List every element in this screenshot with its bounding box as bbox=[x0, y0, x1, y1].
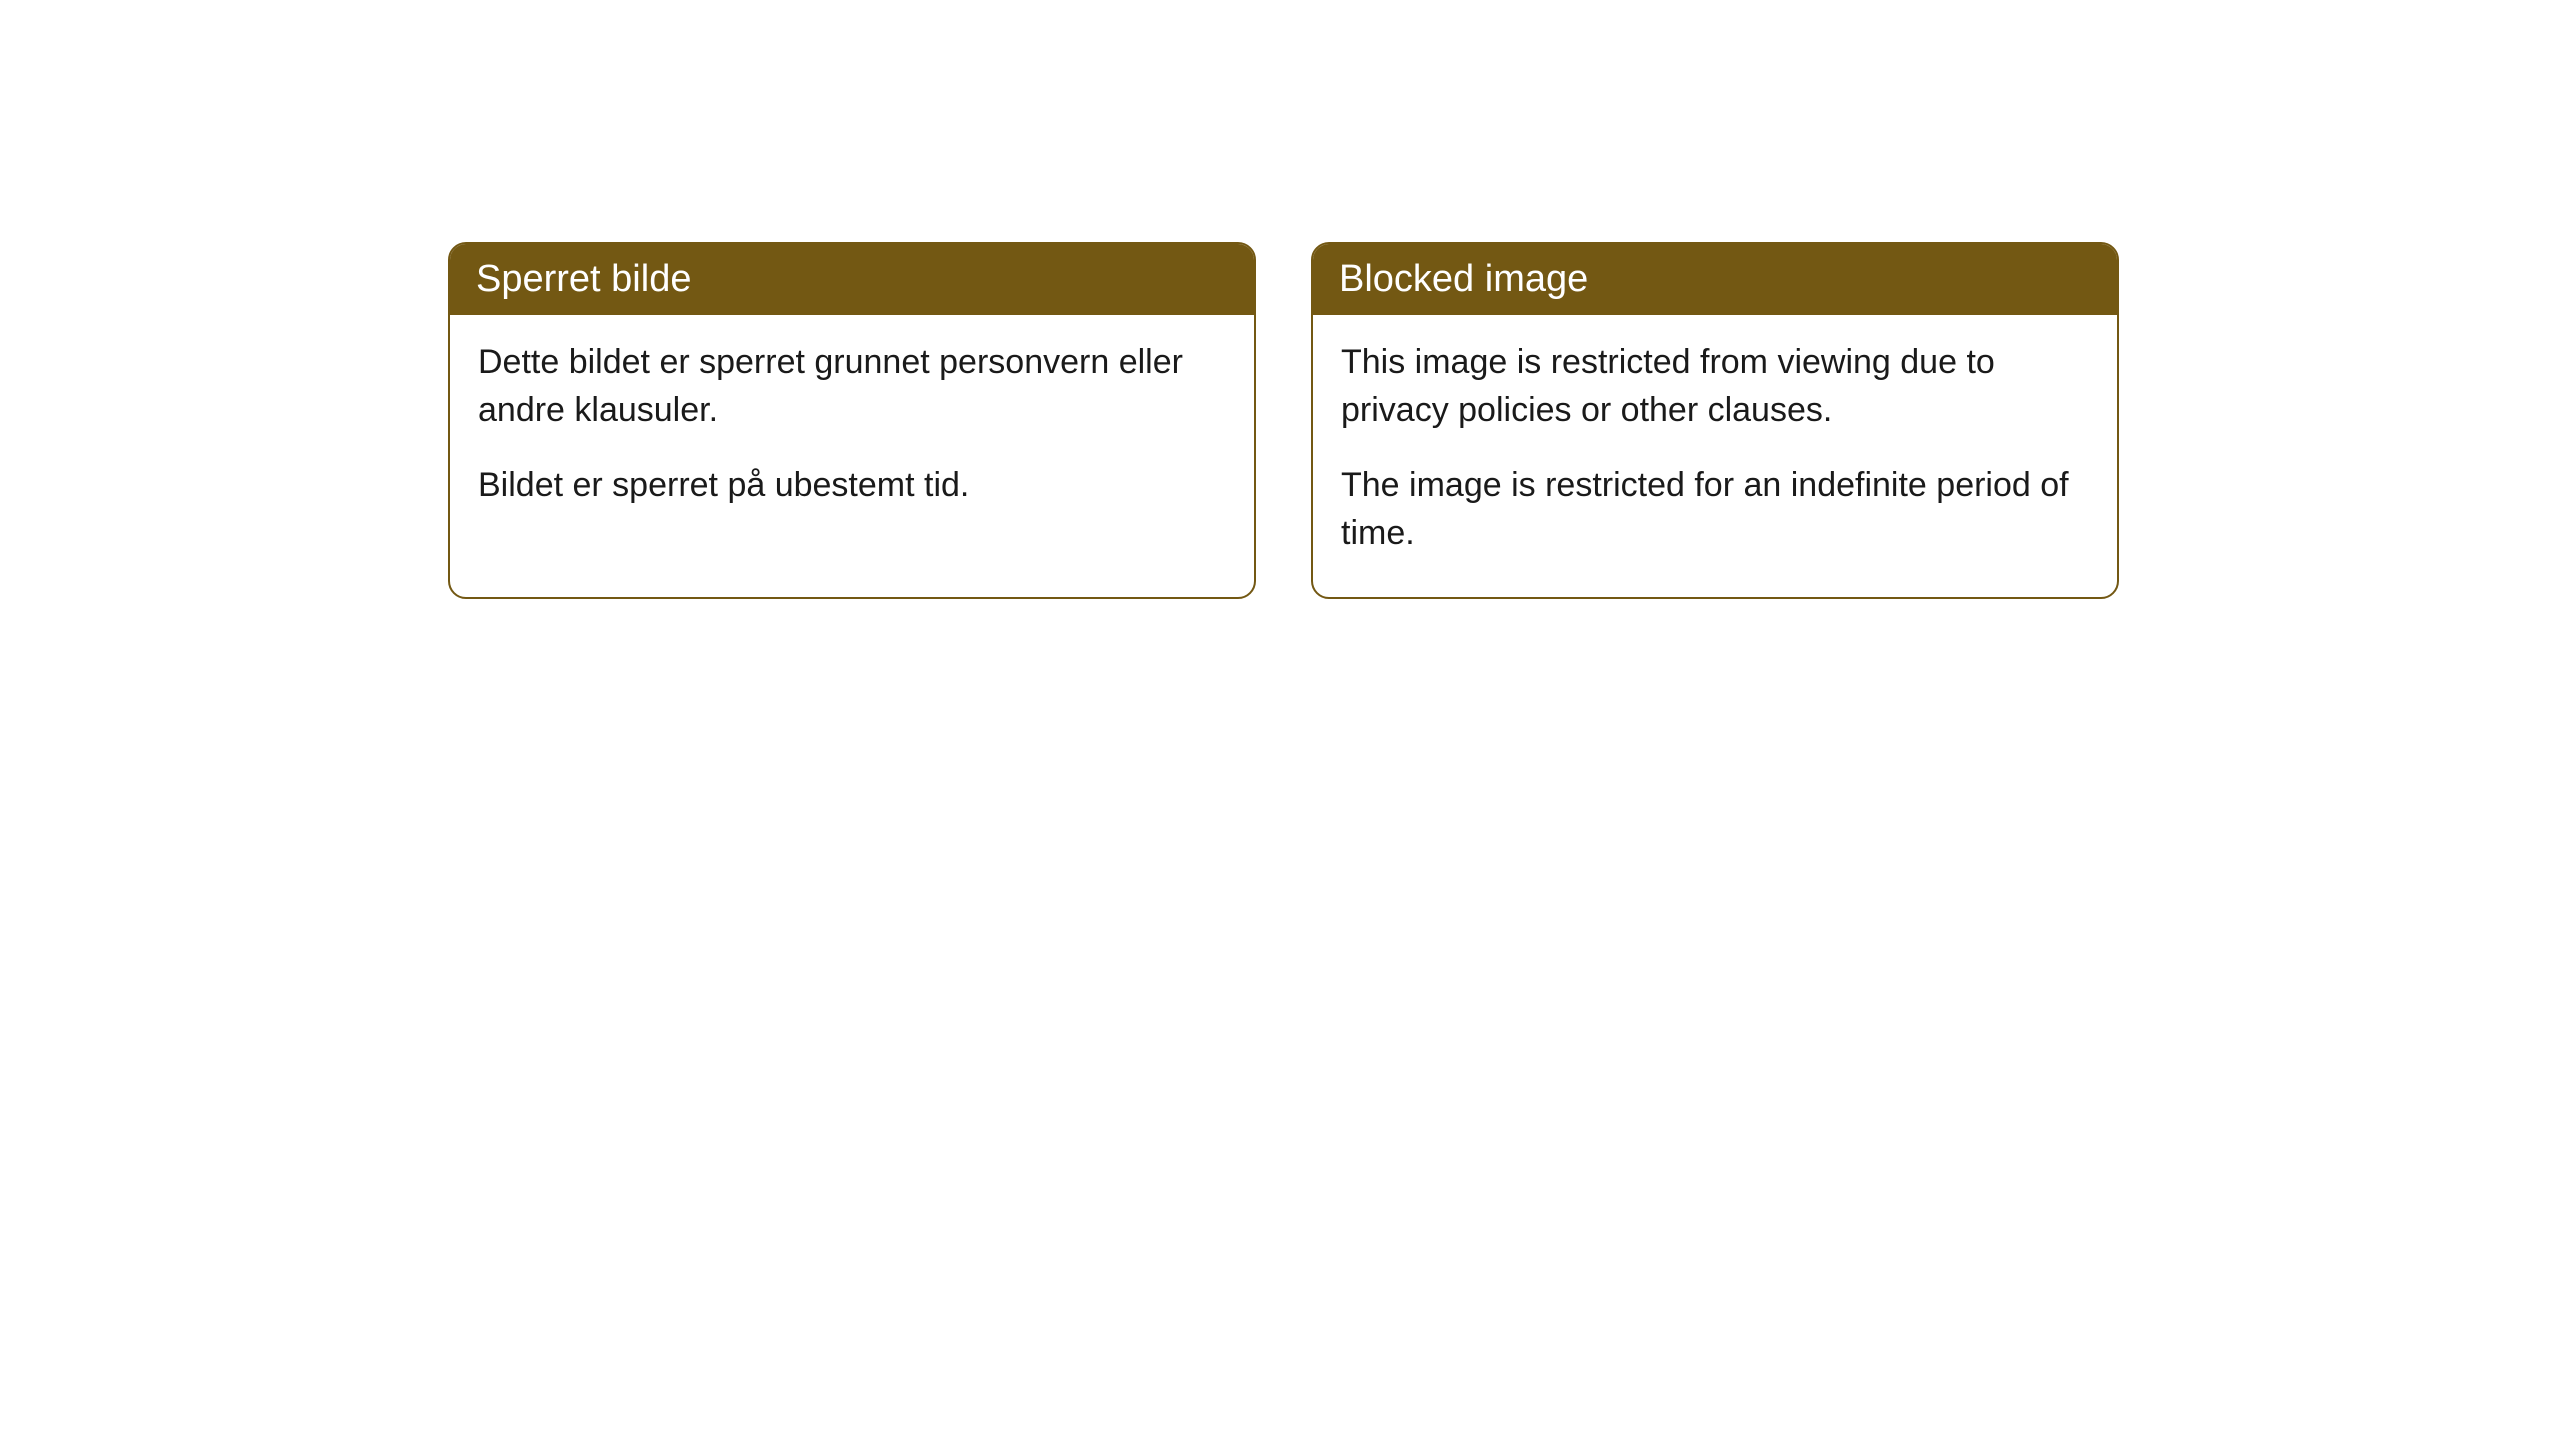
card-body: Dette bildet er sperret grunnet personve… bbox=[450, 315, 1254, 550]
card-header: Sperret bilde bbox=[450, 244, 1254, 315]
card-body: This image is restricted from viewing du… bbox=[1313, 315, 2117, 597]
card-paragraph: Dette bildet er sperret grunnet personve… bbox=[478, 339, 1226, 434]
card-title: Blocked image bbox=[1339, 258, 1588, 300]
card-paragraph: The image is restricted for an indefinit… bbox=[1341, 462, 2089, 557]
card-paragraph: This image is restricted from viewing du… bbox=[1341, 339, 2089, 434]
card-paragraph: Bildet er sperret på ubestemt tid. bbox=[478, 462, 1226, 510]
notice-card-english: Blocked image This image is restricted f… bbox=[1311, 242, 2119, 599]
card-title: Sperret bilde bbox=[476, 258, 691, 300]
card-header: Blocked image bbox=[1313, 244, 2117, 315]
notice-card-norwegian: Sperret bilde Dette bildet er sperret gr… bbox=[448, 242, 1256, 599]
notice-cards-container: Sperret bilde Dette bildet er sperret gr… bbox=[448, 242, 2119, 599]
